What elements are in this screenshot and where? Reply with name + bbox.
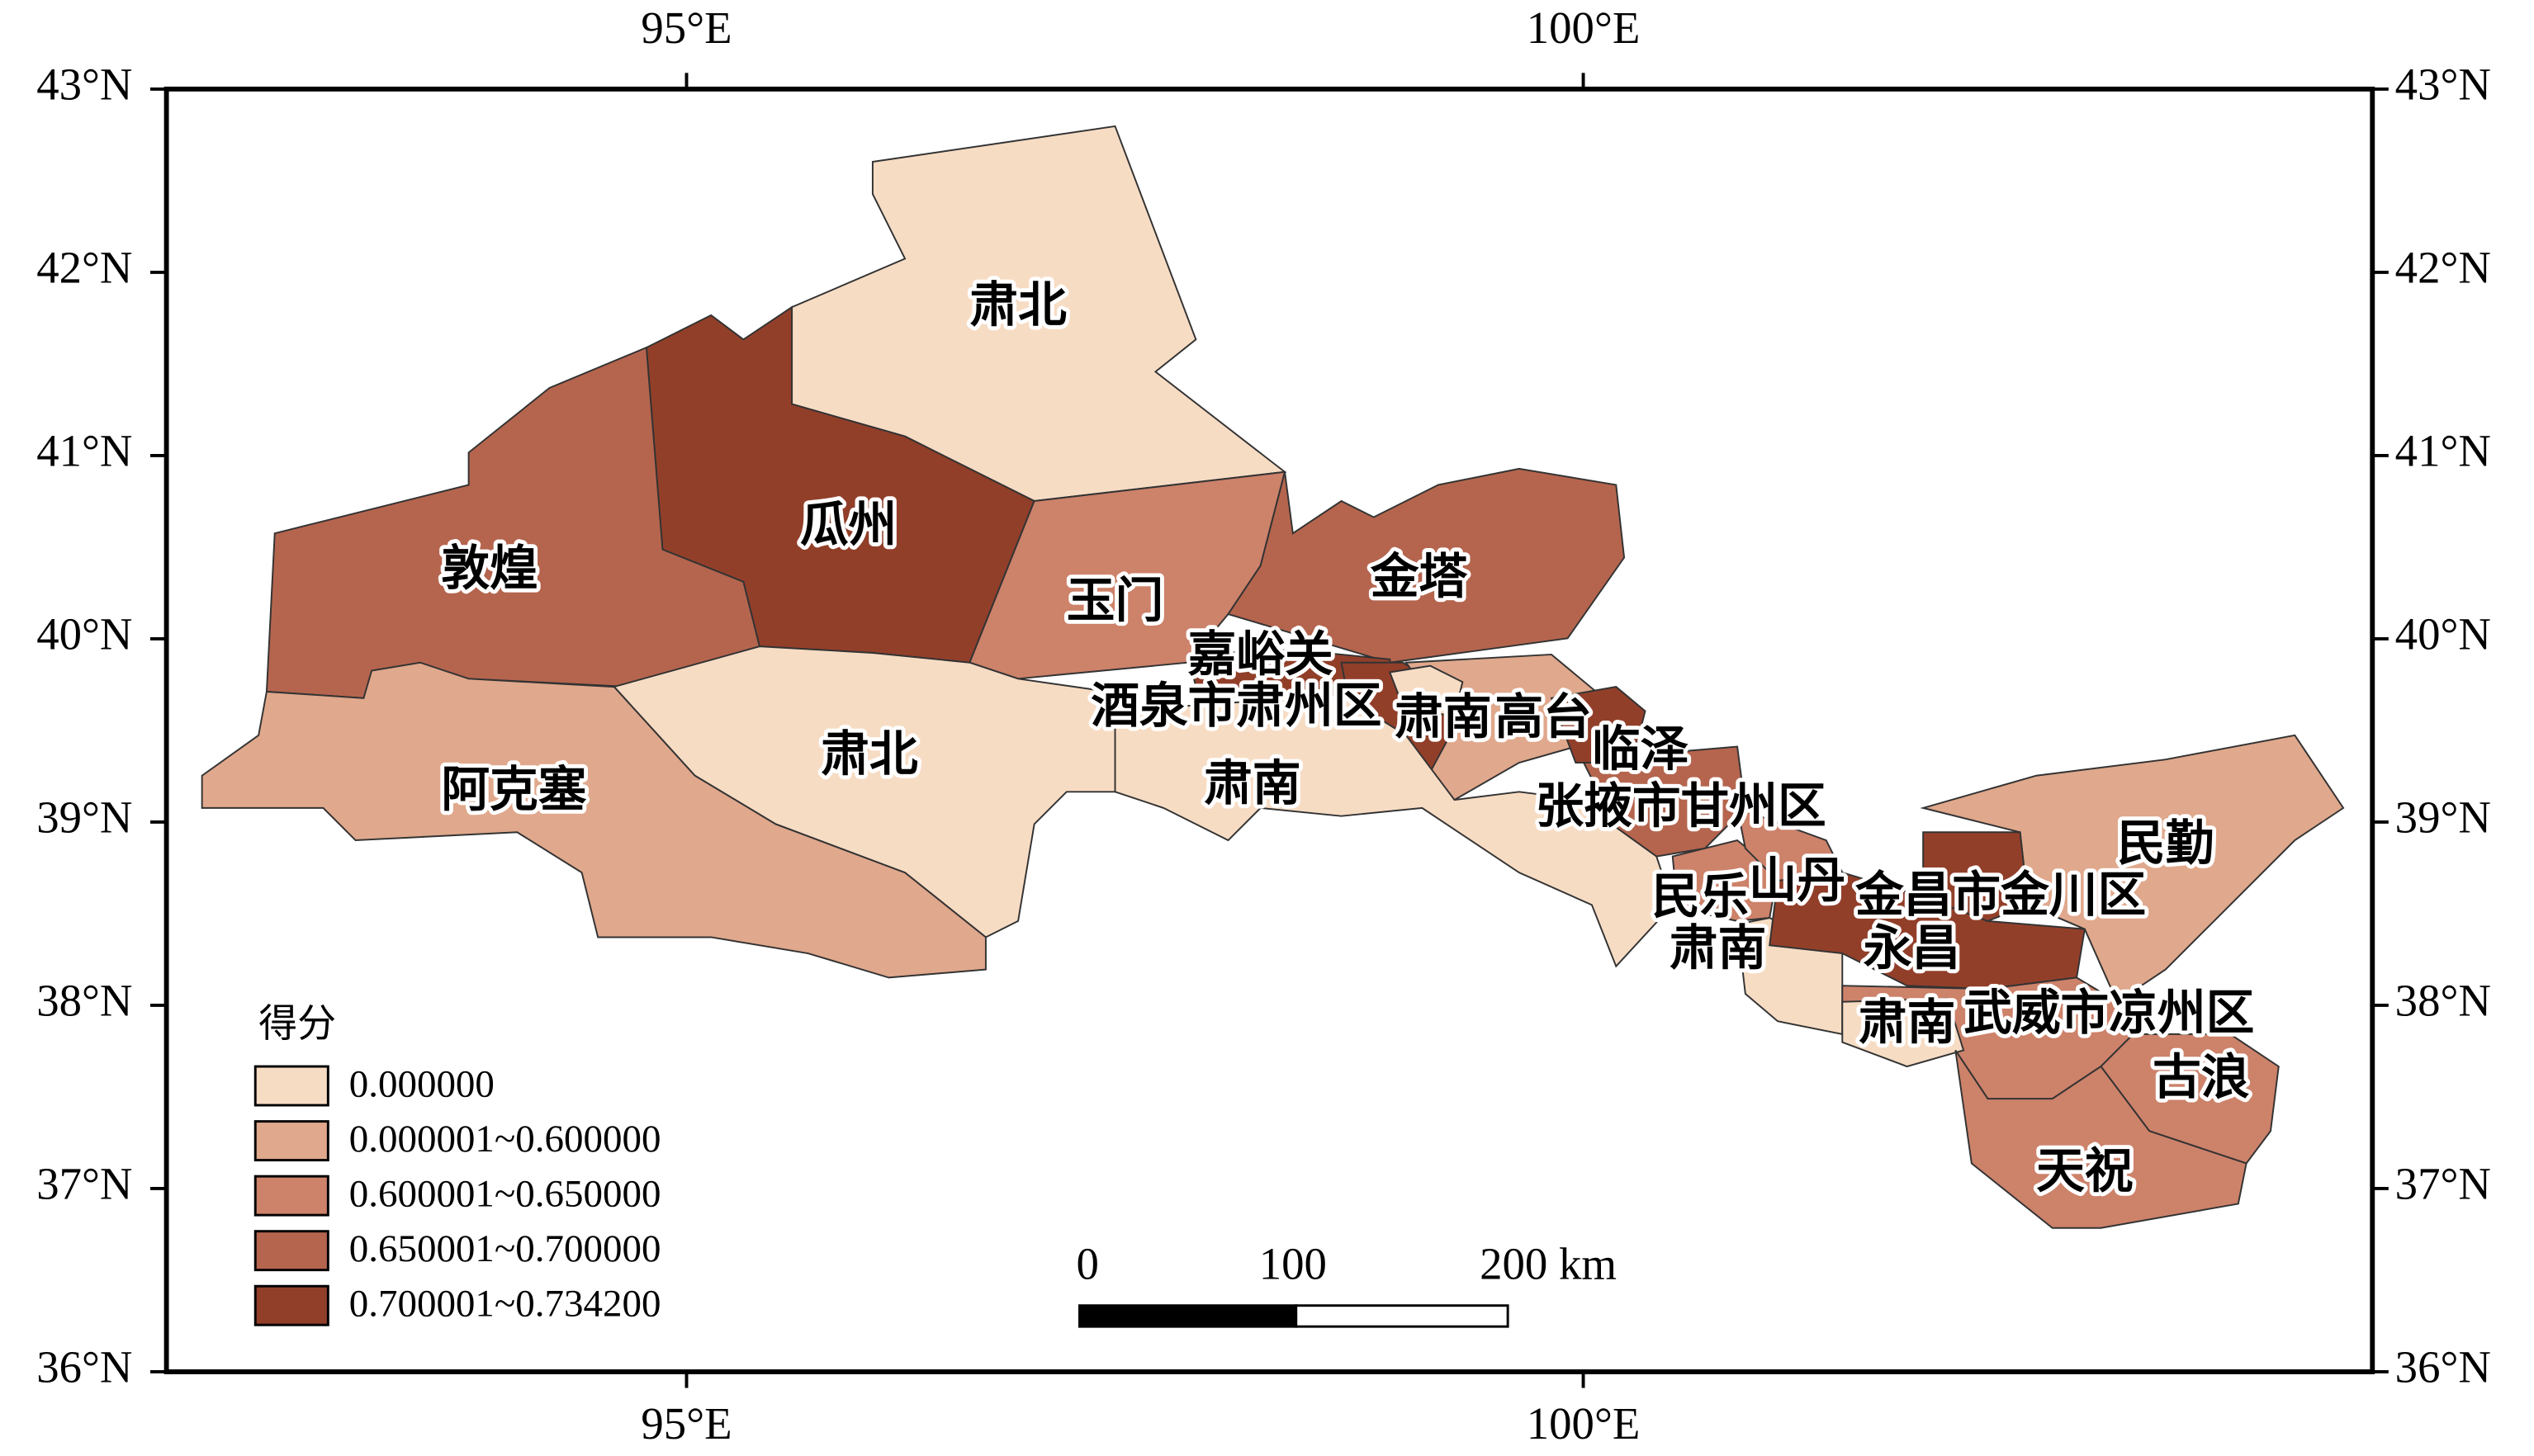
y-tick-label: 37°N	[2395, 1159, 2491, 1209]
region	[1922, 831, 2030, 922]
map-frame	[163, 86, 2375, 1374]
x-tick-label: 95°E	[641, 2, 732, 53]
region-label: 山丹	[1749, 853, 1845, 907]
scale-bar-white	[1295, 1304, 1509, 1328]
region-label: 玉门	[1067, 574, 1163, 628]
region-label: 张掖市甘州区	[1535, 779, 1826, 833]
region-label: 肃北	[821, 728, 918, 782]
y-tick-label: 40°N	[36, 609, 132, 659]
region-label: 民乐	[1651, 870, 1748, 924]
legend-label: 0.000000	[349, 1062, 495, 1105]
scale-bar-label: 100	[1259, 1238, 1327, 1288]
y-tick-label: 36°N	[2395, 1342, 2491, 1392]
y-tick-label: 42°N	[36, 242, 132, 292]
legend-label: 0.650001~0.700000	[349, 1227, 661, 1270]
region-label: 民勤	[2117, 816, 2214, 870]
y-tick-label: 42°N	[2395, 242, 2491, 292]
region	[1226, 467, 1626, 664]
legend-label: 0.000001~0.600000	[349, 1118, 661, 1161]
region	[1841, 997, 1965, 1068]
region-label: 瓜州	[800, 499, 897, 552]
region	[1954, 1049, 2247, 1229]
y-tick-label: 40°N	[2395, 609, 2491, 659]
scale-bar-label: 0	[1077, 1238, 1099, 1288]
region-label: 古浪	[2153, 1051, 2250, 1104]
region-label: 武威市凉州区	[1963, 986, 2254, 1040]
legend-label: 0.700001~0.734200	[349, 1282, 661, 1325]
regions	[201, 125, 2345, 1229]
y-tick-label: 38°N	[36, 976, 132, 1026]
region-label: 金塔	[1370, 550, 1468, 603]
y-tick-label: 37°N	[36, 1159, 132, 1209]
region	[1550, 686, 1646, 764]
region-label: 肃北	[969, 279, 1067, 333]
y-tick-label: 38°N	[2395, 976, 2491, 1026]
scale-bar-label: 200 km	[1480, 1238, 1617, 1288]
legend-swatch	[253, 1230, 329, 1272]
y-tick-label: 36°N	[36, 1342, 132, 1392]
region-label: 敦煌	[441, 542, 538, 596]
region-label: 嘉峪关	[1188, 627, 1333, 681]
region-label: 肃南	[1204, 757, 1300, 811]
legend-swatch	[253, 1175, 329, 1217]
region-label: 肃南	[1859, 996, 1955, 1050]
y-tick-label: 39°N	[36, 792, 132, 843]
region-label: 肃南	[1395, 691, 1491, 745]
region-label: 永昌	[1864, 922, 1960, 976]
legend-swatch	[253, 1284, 329, 1326]
scale-bar-black	[1078, 1304, 1298, 1328]
region-label: 临泽	[1592, 723, 1689, 777]
x-tick-label: 100°E	[1527, 2, 1641, 53]
y-tick-label: 41°N	[2395, 425, 2491, 475]
region-label: 天祝	[2036, 1145, 2133, 1198]
x-tick-label: 100°E	[1527, 1398, 1641, 1449]
legend-title: 得分	[258, 1003, 336, 1046]
region-label: 酒泉市肃州区	[1091, 679, 1381, 733]
region-label: 高台	[1494, 691, 1591, 745]
y-tick-label: 39°N	[2395, 792, 2491, 843]
y-tick-label: 43°N	[36, 59, 132, 109]
y-tick-label: 43°N	[2395, 59, 2491, 109]
legend-swatch	[253, 1065, 329, 1107]
region-label: 金昌市金川区	[1854, 868, 2146, 922]
legend-label: 0.600001~0.650000	[349, 1172, 661, 1215]
y-tick-label: 41°N	[36, 425, 132, 475]
region	[1388, 664, 1464, 716]
legend-swatch	[253, 1120, 329, 1162]
region-label: 肃南	[1670, 922, 1766, 976]
region-label: 阿克塞	[441, 763, 586, 817]
region	[1114, 693, 1674, 968]
region	[201, 661, 987, 979]
x-tick-label: 95°E	[641, 1398, 732, 1449]
